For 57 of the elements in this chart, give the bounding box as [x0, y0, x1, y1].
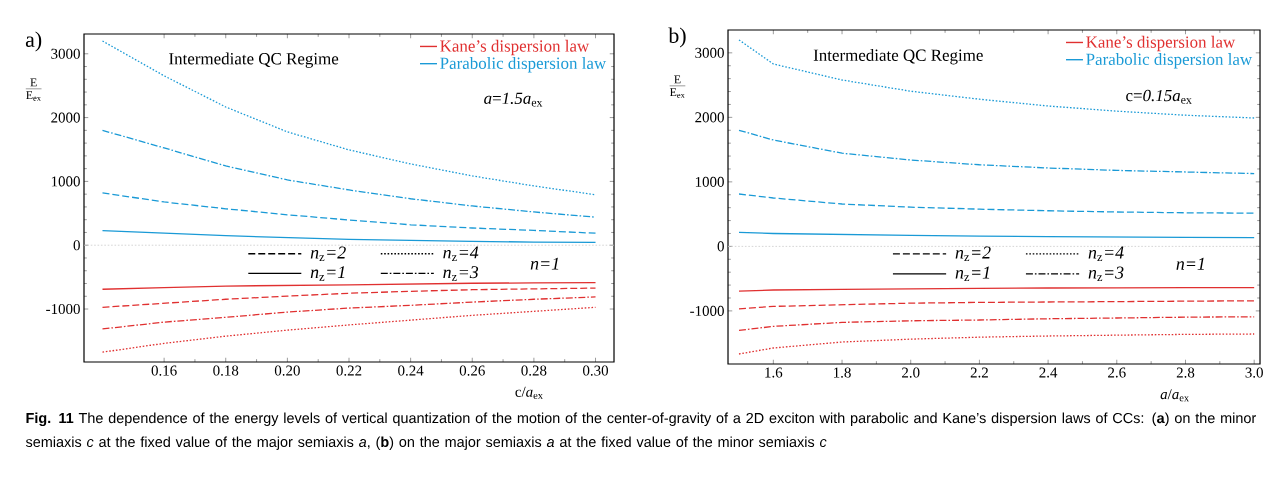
x-tick-label: 0.24 [398, 365, 424, 376]
annotation: n$_{z}$=2 [955, 246, 991, 261]
legend-label: Parabolic dispersion law [440, 57, 607, 73]
x-tick-label: 0.16 [151, 365, 177, 376]
x-tick-label: 3.0 [1245, 367, 1263, 378]
chart-title: a) [25, 31, 42, 52]
x-axis-title: c/a$_{ex}$ [515, 386, 543, 399]
legend-label: Kane’s dispersion law [440, 39, 590, 56]
annotation: n$_{z}$=2 [310, 246, 346, 261]
y-axis-title: $\frac{\mathrm{E}}{\mathrm{E}_{\mathrm{ex}}}$ [25, 78, 42, 101]
x-tick-label: 0.28 [521, 365, 547, 376]
line-series [738, 333, 1255, 355]
y-tick-label: 3000 [695, 47, 724, 58]
x-tick-label: 2.4 [1039, 367, 1058, 378]
x-tick-label: 0.18 [213, 365, 239, 376]
x-axis-title: a/a$_{ex}$ [1160, 389, 1189, 402]
y-tick-label: 3000 [51, 48, 80, 59]
annotation: n=1 [1176, 257, 1204, 270]
annotation: n$_{z}$=1 [310, 266, 345, 281]
y-tick-label: 1000 [51, 176, 80, 187]
annotation: c=0.15a$_{ex}$ [1126, 89, 1192, 104]
x-tick-label: 1.6 [765, 367, 783, 378]
annotation: n$_{z}$=3 [443, 266, 479, 281]
x-tick-label: 2.6 [1108, 367, 1126, 378]
y-tick-label: -1000 [690, 305, 724, 316]
y-tick-label: 2000 [695, 112, 724, 123]
annotation: Intermediate QC Regime [169, 52, 339, 68]
x-tick-label: 0.20 [274, 365, 300, 376]
y-tick-label: 0 [717, 241, 724, 252]
y-tick-label: 0 [73, 240, 80, 251]
text: Fig. 11 The dependence of the energy levels of vertical quantization of the motion of the center-of-gravity of a 2D exciton with parabolic and Kane’s dispersion laws of CCs: (a) on the minor semiaxis c at the fixed value of the major semiaxis a, (b) on the major semiaxis a at the fixed value of the minor semiaxis c [25, 412, 1256, 450]
annotation: n$_{z}$=4 [443, 246, 479, 261]
x-tick-label: 2.0 [902, 367, 920, 378]
line-series [101, 129, 597, 218]
x-tick-label: 1.8 [834, 367, 851, 378]
x-tick-label: 2.8 [1176, 367, 1195, 378]
x-tick-label: 0.26 [459, 365, 485, 376]
y-tick-label: -1000 [46, 303, 80, 315]
line-series [101, 192, 597, 234]
annotation: Intermediate QC Regime [813, 49, 983, 65]
annotation: n$_{z}$=4 [1088, 246, 1124, 261]
chart-title: b) [668, 27, 686, 48]
y-axis-title: $\frac{\mathrm{E}}{\mathrm{E}_{\mathrm{ex}}}$ [669, 75, 686, 98]
x-tick-label: 0.22 [336, 365, 362, 376]
annotation: a=1.5a$_{ex}$ [484, 92, 543, 107]
x-tick-label: 0.30 [583, 365, 609, 376]
annotation: n$_{z}$=3 [1088, 266, 1124, 282]
x-tick-label: 2.2 [970, 367, 988, 378]
annotation: n$_{z}$=1 [955, 266, 990, 282]
line-series [738, 316, 1255, 332]
line-series [101, 296, 597, 330]
y-tick-label: 1000 [695, 176, 724, 187]
line-series [738, 193, 1255, 214]
y-tick-label: 2000 [51, 112, 80, 123]
legend-label: Kane’s dispersion law [1086, 35, 1236, 52]
annotation: n=1 [530, 257, 559, 270]
legend-label: Parabolic dispersion law [1086, 53, 1253, 69]
